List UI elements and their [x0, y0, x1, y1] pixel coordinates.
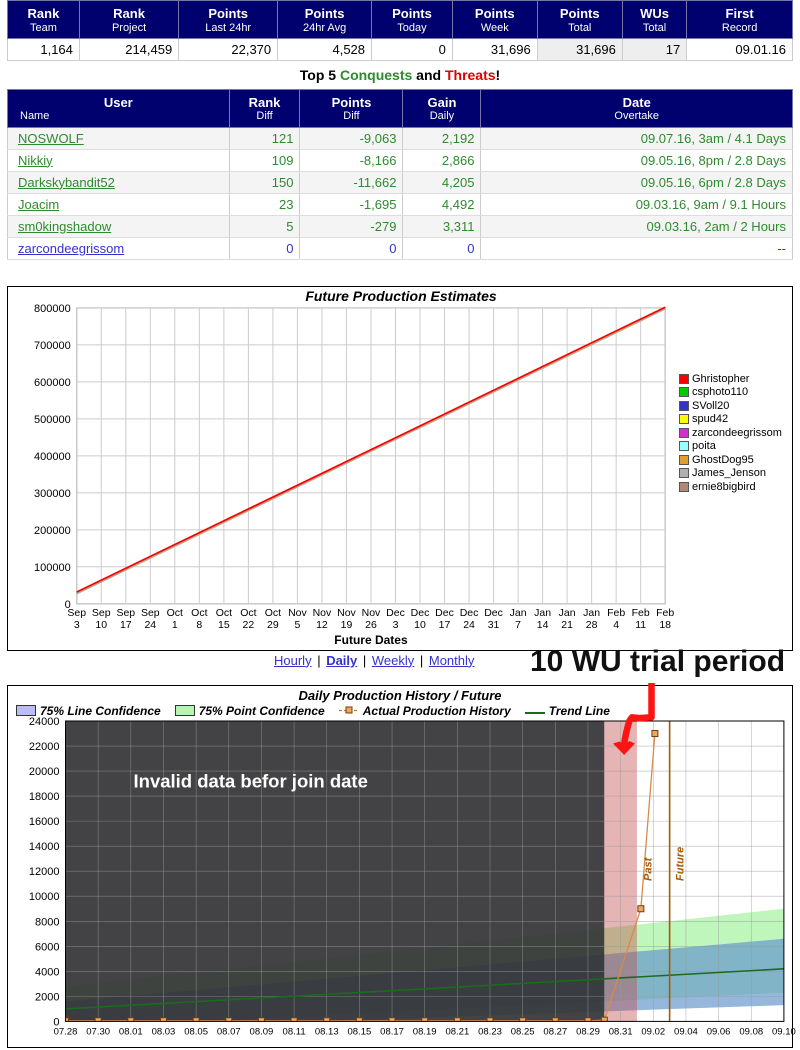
- svg-text:6000: 6000: [35, 941, 59, 953]
- svg-text:300000: 300000: [34, 487, 71, 499]
- svg-text:08.05: 08.05: [184, 1026, 208, 1037]
- svg-text:Invalid data befor join date: Invalid data befor join date: [134, 770, 368, 791]
- svg-text:09.02: 09.02: [641, 1026, 665, 1037]
- svg-text:Nov: Nov: [362, 606, 381, 618]
- svg-text:400000: 400000: [34, 450, 71, 462]
- svg-text:08.31: 08.31: [609, 1026, 633, 1037]
- svg-text:18: 18: [659, 618, 671, 630]
- svg-text:22000: 22000: [29, 741, 60, 753]
- svg-text:600000: 600000: [34, 376, 71, 388]
- svg-text:Jan: Jan: [583, 606, 600, 618]
- svg-text:Sep: Sep: [116, 606, 135, 618]
- svg-text:Sep: Sep: [141, 606, 160, 618]
- svg-text:2000: 2000: [35, 991, 59, 1003]
- svg-text:08.03: 08.03: [152, 1026, 176, 1037]
- svg-text:4: 4: [613, 618, 619, 630]
- svg-text:Oct: Oct: [191, 606, 207, 618]
- svg-text:31: 31: [488, 618, 500, 630]
- svg-text:08.21: 08.21: [445, 1026, 469, 1037]
- svg-text:Jan: Jan: [534, 606, 551, 618]
- svg-text:08.25: 08.25: [511, 1026, 535, 1037]
- svg-text:800000: 800000: [34, 302, 71, 314]
- svg-text:3: 3: [393, 618, 399, 630]
- svg-text:08.15: 08.15: [347, 1026, 371, 1037]
- svg-text:4000: 4000: [35, 966, 59, 978]
- svg-text:08.07: 08.07: [217, 1026, 241, 1037]
- svg-text:Oct: Oct: [167, 606, 183, 618]
- svg-text:Future: Future: [675, 846, 687, 880]
- svg-text:Feb: Feb: [656, 606, 674, 618]
- svg-text:Dec: Dec: [411, 606, 430, 618]
- svg-text:Dec: Dec: [484, 606, 503, 618]
- svg-text:17: 17: [439, 618, 451, 630]
- svg-text:Oct: Oct: [265, 606, 281, 618]
- svg-text:08.19: 08.19: [413, 1026, 437, 1037]
- svg-text:Future Dates: Future Dates: [334, 632, 408, 646]
- svg-text:08.11: 08.11: [283, 1026, 306, 1037]
- svg-text:Oct: Oct: [216, 606, 232, 618]
- svg-text:200000: 200000: [34, 524, 71, 536]
- svg-text:Oct: Oct: [240, 606, 256, 618]
- svg-text:12000: 12000: [29, 866, 60, 878]
- svg-text:Nov: Nov: [288, 606, 307, 618]
- svg-text:15: 15: [218, 618, 230, 630]
- svg-text:10: 10: [95, 618, 107, 630]
- svg-text:17: 17: [120, 618, 132, 630]
- svg-text:09.10: 09.10: [772, 1026, 796, 1037]
- svg-text:Jan: Jan: [510, 606, 527, 618]
- svg-text:Nov: Nov: [337, 606, 356, 618]
- svg-text:500000: 500000: [34, 413, 71, 425]
- svg-text:7: 7: [515, 618, 521, 630]
- svg-text:Dec: Dec: [435, 606, 454, 618]
- svg-text:Future Production Estimates: Future Production Estimates: [305, 288, 497, 304]
- svg-text:Dec: Dec: [386, 606, 405, 618]
- svg-text:5: 5: [294, 618, 300, 630]
- svg-text:700000: 700000: [34, 339, 71, 351]
- svg-text:Sep: Sep: [92, 606, 111, 618]
- svg-text:07.28: 07.28: [54, 1026, 78, 1037]
- svg-text:14000: 14000: [29, 841, 60, 853]
- svg-text:08.27: 08.27: [543, 1026, 567, 1037]
- svg-text:09.08: 09.08: [739, 1026, 763, 1037]
- svg-text:14: 14: [537, 618, 549, 630]
- svg-text:24: 24: [463, 618, 475, 630]
- svg-text:08.01: 08.01: [119, 1026, 143, 1037]
- svg-text:11: 11: [635, 618, 646, 630]
- svg-text:08.29: 08.29: [576, 1026, 600, 1037]
- svg-text:08.13: 08.13: [315, 1026, 339, 1037]
- svg-text:19: 19: [341, 618, 353, 630]
- svg-text:08.17: 08.17: [380, 1026, 404, 1037]
- svg-text:1: 1: [172, 618, 178, 630]
- svg-text:Nov: Nov: [313, 606, 332, 618]
- svg-text:Feb: Feb: [607, 606, 625, 618]
- svg-text:26: 26: [365, 618, 377, 630]
- svg-text:16000: 16000: [29, 816, 60, 828]
- svg-text:8000: 8000: [35, 916, 59, 928]
- svg-text:10000: 10000: [29, 891, 60, 903]
- svg-text:3: 3: [74, 618, 80, 630]
- svg-text:07.30: 07.30: [86, 1026, 110, 1037]
- svg-text:100000: 100000: [34, 561, 71, 573]
- svg-text:21: 21: [561, 618, 573, 630]
- svg-text:Sep: Sep: [67, 606, 86, 618]
- svg-text:29: 29: [267, 618, 279, 630]
- svg-text:20000: 20000: [29, 766, 60, 778]
- svg-text:12: 12: [316, 618, 328, 630]
- svg-text:09.04: 09.04: [674, 1026, 698, 1037]
- svg-text:22: 22: [243, 618, 255, 630]
- svg-text:Jan: Jan: [559, 606, 576, 618]
- svg-text:Dec: Dec: [460, 606, 479, 618]
- svg-text:10: 10: [414, 618, 426, 630]
- svg-text:28: 28: [586, 618, 598, 630]
- svg-text:08.23: 08.23: [478, 1026, 502, 1037]
- svg-text:24: 24: [144, 618, 156, 630]
- svg-text:8: 8: [196, 618, 202, 630]
- svg-text:Past: Past: [643, 856, 655, 881]
- svg-text:18000: 18000: [29, 791, 60, 803]
- svg-text:09.06: 09.06: [707, 1026, 731, 1037]
- svg-text:Feb: Feb: [632, 606, 650, 618]
- svg-text:08.09: 08.09: [250, 1026, 274, 1037]
